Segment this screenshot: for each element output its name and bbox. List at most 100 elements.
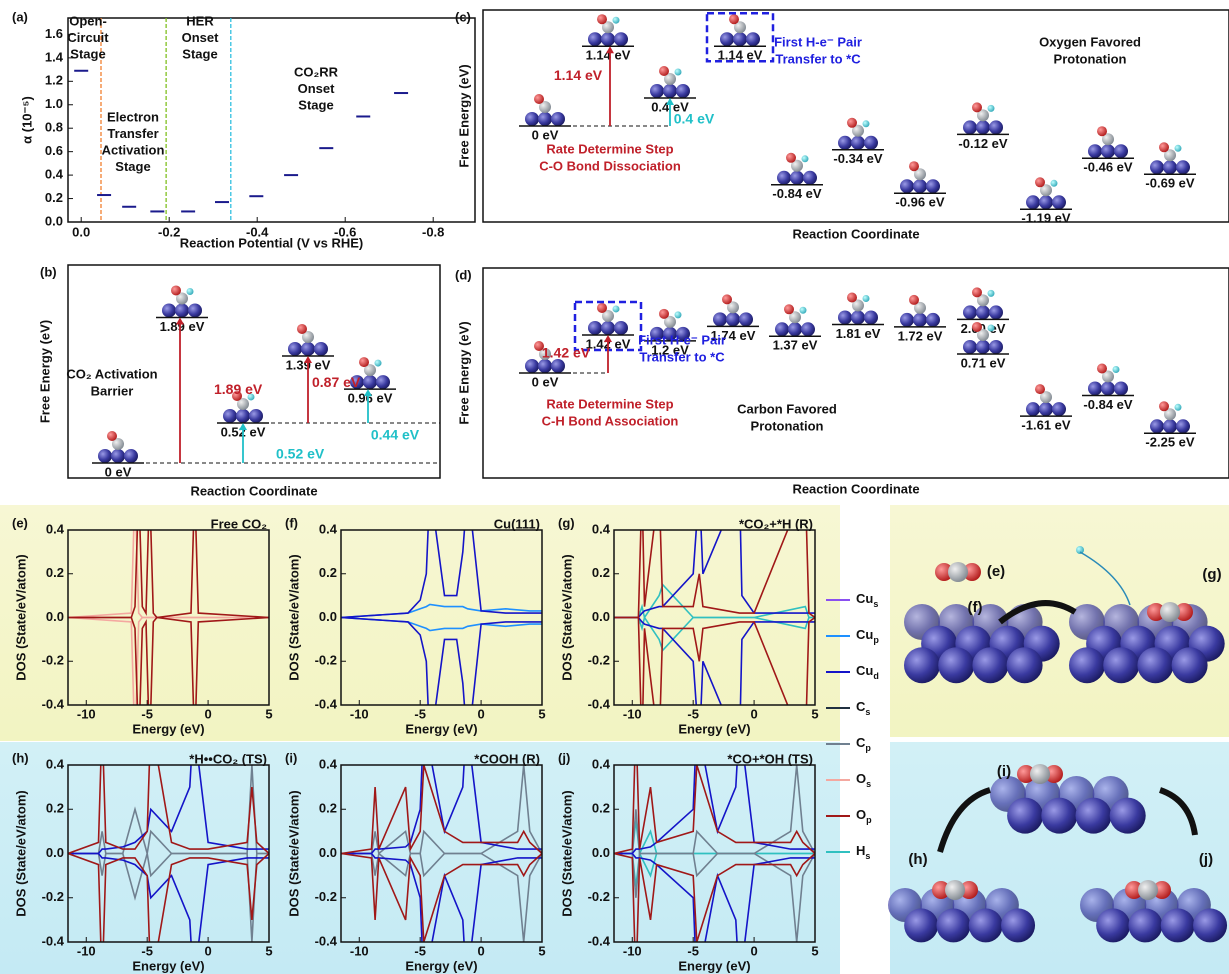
cu-atom	[775, 322, 789, 337]
cu-sphere	[1193, 908, 1228, 943]
h-atom	[247, 393, 255, 401]
cu-sphere	[1006, 647, 1043, 684]
cu-atom	[976, 305, 990, 320]
arrow-label: 0.52 eV	[276, 446, 325, 462]
cu-atom	[788, 322, 802, 337]
arrow-label: 0.4 eV	[674, 111, 715, 127]
cu-sphere	[904, 647, 940, 684]
legend-sub: p	[866, 815, 872, 825]
y-tick-label: -0.2	[588, 889, 610, 904]
cu-atom	[1026, 402, 1040, 417]
c-atom	[602, 309, 614, 322]
plot-frame	[67, 764, 270, 943]
cu-atom	[175, 303, 189, 318]
energy-label: -0.69 eV	[1145, 176, 1194, 191]
x-tick-label: -10	[77, 943, 96, 958]
y-tick-label: 0.4	[592, 756, 611, 771]
h-atom	[674, 68, 682, 76]
cu-atom	[1026, 195, 1040, 210]
y-tick-label: 0.4	[46, 756, 65, 771]
o-atom	[972, 321, 982, 332]
energy-label: 0.71 eV	[961, 355, 1006, 370]
legend-entry: Cud	[856, 663, 879, 681]
x-tick-label: 5	[538, 943, 545, 958]
dos-line	[68, 530, 269, 619]
schematic-label: (g)	[1202, 566, 1221, 583]
cu-atom	[350, 375, 364, 390]
y-tick-label: 0.4	[319, 521, 338, 536]
legend-entry: Cp	[856, 735, 871, 753]
o-atom	[107, 431, 117, 441]
c-atom	[364, 364, 376, 377]
cu-atom	[1088, 381, 1102, 396]
panel-title: *CO₂+*H (R)	[739, 516, 813, 531]
annotation: C-H Bond Association	[542, 413, 679, 428]
cu-atom	[376, 375, 390, 390]
stage-annotation: Onset	[182, 30, 220, 45]
y-tick-label: 0.0	[592, 845, 610, 860]
cu-atom	[989, 305, 1003, 320]
energy-label: -0.96 eV	[895, 195, 944, 210]
dos-curves	[68, 765, 269, 942]
y-axis-label: α (10⁻⁵)	[19, 96, 34, 144]
cu-sphere	[1109, 797, 1146, 834]
legend-entry: Op	[856, 807, 872, 825]
cu-sphere	[1007, 797, 1044, 834]
h-atom	[862, 120, 870, 128]
o-sphere	[935, 563, 953, 581]
energy-label: -1.19 eV	[1021, 211, 1070, 226]
c-atom	[664, 73, 676, 85]
cu-atom	[926, 179, 940, 194]
legend-name: Cu	[856, 663, 873, 678]
stage-annotation: CO₂RR	[294, 64, 339, 79]
arrow-label: 0.44 eV	[371, 427, 420, 443]
panel-label: (a)	[12, 9, 28, 24]
dos-line	[68, 616, 269, 705]
big-arrow	[998, 600, 1077, 625]
dos-line	[341, 852, 542, 942]
y-tick-label: 0.2	[592, 565, 610, 580]
cu-atom	[1052, 402, 1066, 417]
panel-frame	[67, 264, 441, 479]
dos-line	[341, 765, 542, 855]
h-atom	[612, 16, 620, 24]
o-sphere	[1017, 765, 1035, 783]
legend-name: C	[856, 735, 866, 750]
h-atom	[374, 359, 382, 367]
c-atom	[914, 168, 926, 181]
o-atom	[909, 294, 919, 305]
cu-sphere	[968, 908, 1003, 943]
cu-atom	[989, 120, 1003, 135]
schematic-label: (i)	[997, 763, 1011, 780]
y-tick-label: 0.0	[592, 609, 610, 624]
c-atom	[852, 299, 864, 312]
x-tick-label: -5	[141, 943, 153, 958]
cu-atom	[864, 310, 878, 325]
x-tick-label: -10	[350, 943, 369, 958]
y-axis-label: Free Energy (eV)	[37, 320, 52, 423]
dos-line	[341, 616, 542, 705]
legend-entry: Cs	[856, 699, 870, 717]
highlight-box	[705, 11, 775, 63]
energy-label: 1.2 eV	[651, 342, 689, 357]
arrow-label: 1.14 eV	[554, 67, 603, 83]
legend-name: C	[856, 699, 866, 714]
c-atom	[1040, 391, 1052, 404]
h-atom	[1112, 366, 1120, 374]
annotation: Transfer to *C	[775, 51, 861, 66]
o-atom	[1035, 177, 1045, 188]
energy-label: -0.84 eV	[1083, 397, 1132, 412]
x-axis-label: Energy (eV)	[678, 721, 750, 736]
x-tick-label: -5	[141, 706, 153, 721]
dos-line	[341, 852, 542, 942]
x-axis-label: Reaction Coordinate	[792, 481, 919, 496]
c-atom	[539, 101, 551, 113]
x-tick-label: -5	[687, 943, 699, 958]
dos-line	[614, 765, 815, 855]
o-atom	[171, 285, 181, 296]
o-atom	[232, 390, 242, 401]
arrow-head	[666, 98, 674, 105]
y-tick-label: -0.2	[42, 889, 64, 904]
cu-atom	[1114, 381, 1128, 396]
cu-atom	[601, 320, 615, 335]
